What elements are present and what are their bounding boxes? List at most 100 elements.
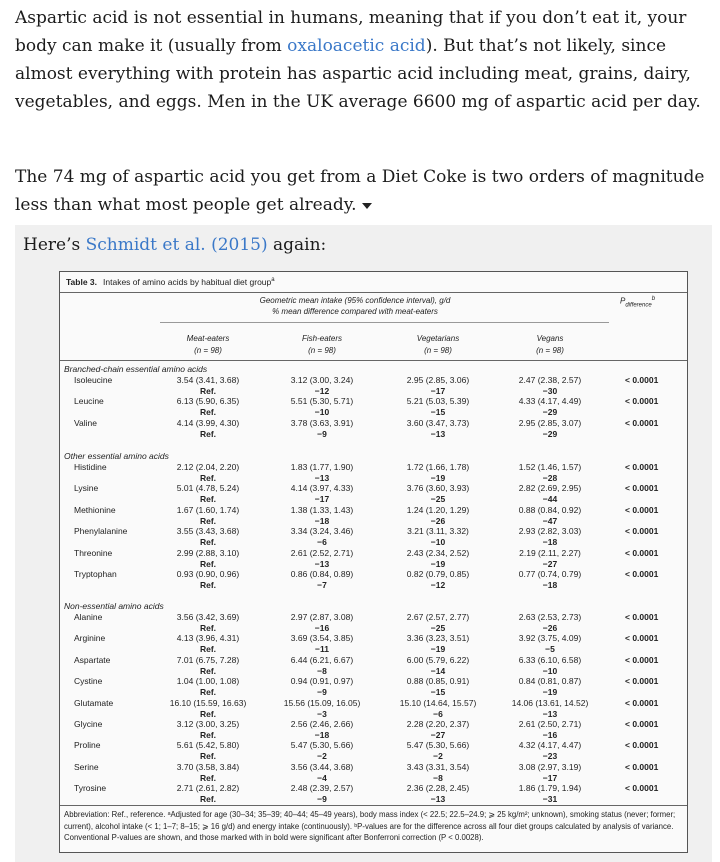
amino-acid-name: Valine [74, 417, 97, 428]
intake-value: 2.95 (2.85, 3.07) [518, 417, 582, 428]
percent-difference: −8 [433, 772, 443, 783]
p-header-label: P [620, 296, 626, 306]
intake-value: 3.12 (3.00, 3.25) [176, 719, 240, 729]
amino-acid-name: Threonine [74, 547, 113, 558]
table-subtitle-2: % mean difference compared with meat-eat… [272, 307, 438, 316]
amino-acid-name: Lysine [74, 483, 99, 494]
col-n-meat-eaters: (n = 98) [194, 346, 222, 355]
percent-difference: Ref. [199, 708, 217, 719]
percent-difference: Ref. [199, 386, 217, 396]
intake-value: 1.24 (1.20, 1.29) [406, 504, 470, 515]
expand-caret-icon[interactable] [362, 202, 373, 209]
col-n-fish-eaters: (n = 98) [308, 346, 336, 355]
intake-value: 15.56 (15.09, 16.05) [283, 697, 361, 708]
intake-value: 0.88 (0.84, 0.92) [518, 504, 582, 515]
col-n-vegans: (n = 98) [536, 346, 564, 355]
intake-value: 3.56 (3.42, 3.69) [176, 612, 240, 622]
table-footnote: Abbreviation: Ref., reference. ᵃAdjusted… [64, 810, 676, 842]
intake-value: 1.04 (1.00, 1.08) [176, 676, 240, 687]
p-value: < 0.0001 [625, 676, 659, 687]
table-row: Threonine 2.99 (2.88, 3.10) Ref. 2.61 (2.52… [60, 548, 687, 570]
table-row: Methionine 1.67 (1.60, 1.74) Ref. 1.38 (1.3… [60, 505, 687, 527]
intake-value: 2.93 (2.82, 3.03) [518, 526, 582, 537]
percent-difference: Ref. [199, 515, 217, 526]
intake-value: 2.56 (2.46, 2.66) [290, 719, 354, 729]
percent-difference: −19 [430, 473, 446, 483]
p-value: < 0.0001 [625, 612, 659, 622]
percent-difference: −10 [314, 407, 330, 418]
intake-value: 14.06 (13.61, 14.52) [511, 697, 589, 708]
p1-text-a: Aspartic acid is not essential in humans… [15, 8, 687, 56]
table-label: Table 3. [66, 277, 98, 287]
intake-value: 1.67 (1.60, 1.74) [176, 504, 240, 515]
percent-difference: −8 [317, 665, 327, 676]
intake-value: 3.21 (3.11, 3.32) [407, 526, 469, 537]
percent-difference: −13 [430, 428, 446, 439]
table-caption-sup: a [271, 277, 275, 284]
table-rule-sub [160, 322, 609, 323]
percent-difference: −12 [430, 580, 446, 590]
p-header-sup: b [651, 296, 656, 302]
percent-difference: −17 [430, 386, 446, 396]
intake-value: 2.48 (2.39, 2.57) [290, 783, 354, 794]
p-value: < 0.0001 [625, 654, 659, 665]
percent-difference: −11 [315, 644, 329, 655]
percent-difference: −13 [542, 708, 558, 719]
intake-value: 2.99 (2.88, 3.10) [176, 547, 240, 558]
intake-value: 2.95 (2.85, 3.06) [406, 375, 470, 385]
table-row: Tyrosine 2.71 (2.61, 2.82) Ref. 2.48 (2.39,… [60, 783, 687, 805]
p-value: < 0.0001 [625, 396, 659, 407]
intake-value: 6.44 (6.21, 6.67) [290, 654, 354, 665]
table-row: Histidine 2.12 (2.04, 2.20) Ref. 1.83 (1.77… [60, 462, 687, 484]
percent-difference: −6 [317, 537, 327, 548]
p-header-sub: difference [625, 302, 652, 309]
intake-value: 3.56 (3.44, 3.68) [290, 761, 354, 772]
intake-value: 2.63 (2.53, 2.73) [518, 612, 582, 622]
intake-value: 3.12 (3.00, 3.24) [290, 375, 354, 385]
intake-value: 0.82 (0.79, 0.85) [406, 569, 470, 579]
intake-value: 0.88 (0.85, 0.91) [406, 676, 470, 687]
percent-difference: −31 [542, 794, 558, 805]
intake-value: 2.28 (2.20, 2.37) [406, 719, 470, 729]
intake-value: 2.61 (2.52, 2.71) [290, 547, 354, 558]
schmidt-citation-link[interactable]: Schmidt et al. (2015) [85, 235, 268, 255]
col-n-vegetarians: (n = 98) [424, 346, 452, 355]
intake-value: 6.33 (6.10, 6.58) [518, 654, 582, 665]
percent-difference: −28 [542, 473, 558, 483]
percent-difference: −4 [317, 772, 327, 783]
percent-difference: −3 [317, 708, 327, 719]
table-row: Proline 5.61 (5.42, 5.80) Ref. 5.47 (5.30, … [60, 740, 687, 762]
percent-difference: −2 [433, 751, 443, 762]
p2-text: The 74 mg of aspartic acid you get from … [15, 167, 705, 215]
group-title: Other essential amino acids [64, 451, 169, 461]
percent-difference: −27 [542, 558, 558, 569]
intake-value: 3.78 (3.63, 3.91) [290, 417, 354, 428]
percent-difference: Ref. [199, 687, 217, 698]
table-caption-text: Intakes of amino acids by habitual diet … [103, 277, 272, 287]
intake-value: 2.97 (2.87, 3.08) [290, 612, 354, 622]
p-value: < 0.0001 [625, 783, 659, 794]
percent-difference: Ref. [199, 794, 217, 805]
table-row: Arginine 4.13 (3.96, 4.31) Ref. 3.69 (3.54,… [60, 633, 687, 655]
amino-acid-name: Arginine [74, 633, 106, 644]
percent-difference: −25 [430, 623, 446, 633]
intake-value: 3.60 (3.47, 3.73) [406, 417, 470, 428]
intake-value: 3.08 (2.97, 3.19) [518, 761, 582, 772]
col-header-vegans: Vegans [536, 334, 564, 343]
table-row: Cystine 1.04 (1.00, 1.08) Ref. 0.94 (0.91, … [60, 676, 687, 698]
p-value: < 0.0001 [625, 740, 659, 751]
p-value: < 0.0001 [625, 375, 659, 385]
percent-difference: −13 [314, 473, 330, 483]
percent-difference: −12 [314, 386, 330, 396]
intake-value: 5.47 (5.30, 5.66) [290, 740, 354, 751]
percent-difference: −18 [314, 730, 330, 740]
quote-intro-b: again: [267, 235, 327, 255]
oxaloacetic-acid-link[interactable]: oxaloacetic acid [287, 36, 426, 56]
amino-acid-name: Histidine [74, 462, 107, 472]
intake-value: 3.69 (3.54, 3.85) [290, 633, 354, 644]
percent-difference: −25 [430, 494, 446, 505]
intake-value: 0.77 (0.74, 0.79) [518, 569, 582, 579]
percent-difference: −16 [542, 730, 558, 740]
percent-difference: Ref. [199, 580, 217, 590]
percent-difference: −17 [314, 494, 330, 505]
